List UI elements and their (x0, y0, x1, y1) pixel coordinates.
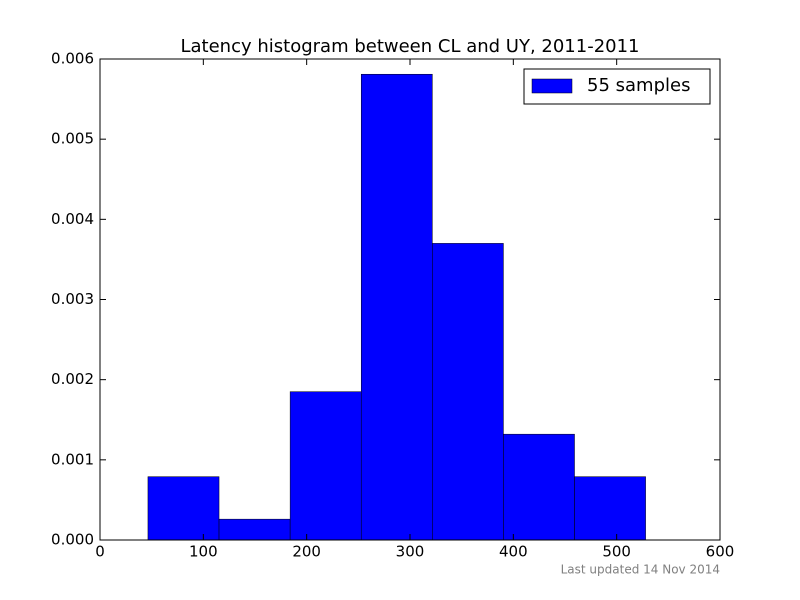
x-tick-label: 300 (396, 543, 425, 561)
x-tick-label: 0 (95, 543, 105, 561)
x-tick-label: 600 (706, 543, 735, 561)
bar (574, 476, 646, 541)
bar (289, 391, 362, 541)
legend-label: 55 samples (587, 75, 690, 96)
x-tick-label: 200 (292, 543, 321, 561)
y-tick-label: 0.003 (51, 290, 94, 308)
y-tick-label: 0.000 (51, 531, 94, 549)
x-tick-label: 400 (499, 543, 528, 561)
y-tick-label: 0.006 (51, 50, 94, 68)
y-tick-label: 0.004 (51, 210, 94, 228)
chart-title: Latency histogram between CL and UY, 201… (180, 36, 639, 57)
bar (147, 476, 220, 541)
bar (360, 73, 433, 541)
bar (503, 433, 575, 541)
x-tick-label: 100 (189, 543, 218, 561)
x-tick-label: 500 (602, 543, 631, 561)
y-tick-label: 0.002 (51, 370, 94, 388)
footer-note: Last updated 14 Nov 2014 (561, 563, 720, 577)
bar (432, 243, 504, 541)
bar (218, 518, 291, 541)
y-tick-label: 0.005 (51, 130, 94, 148)
y-tick-label: 0.001 (51, 450, 94, 468)
legend-swatch (531, 78, 573, 94)
